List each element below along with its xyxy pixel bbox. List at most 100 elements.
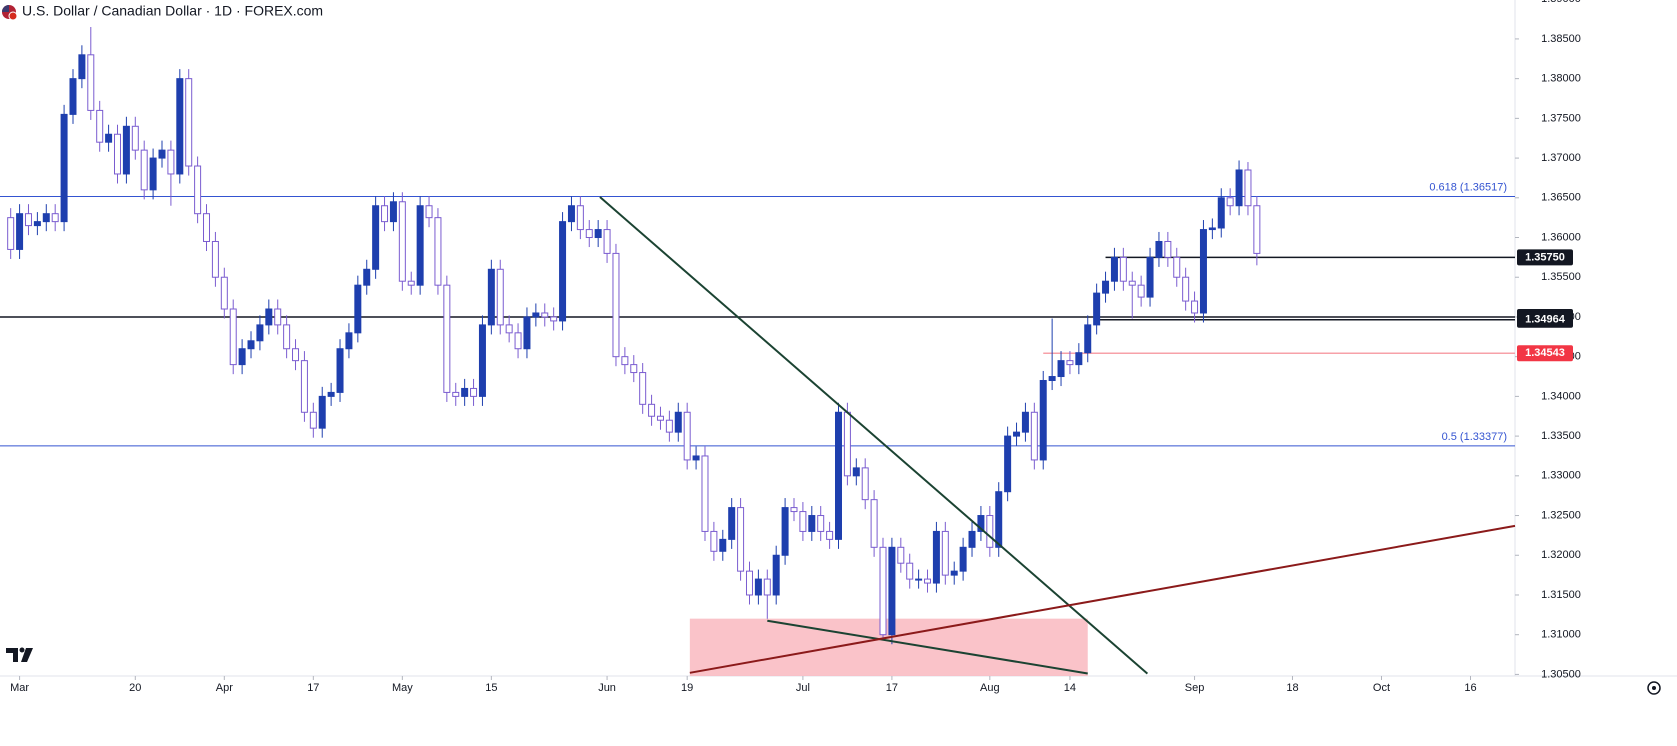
candle-body (1146, 256, 1154, 298)
trendline (599, 196, 1149, 675)
candle-body (372, 205, 380, 270)
candle-body (567, 205, 575, 223)
candle-body (505, 324, 513, 334)
plot-area: 0.618 (1.36517) 0.5 (1.33377) (0, 27, 1516, 676)
y-tick-label: 1.35500 (1541, 271, 1581, 283)
candle-body (781, 507, 789, 556)
y-tick-label: 1.31000 (1541, 629, 1581, 641)
candle-body (1173, 256, 1181, 278)
candle-body (33, 221, 41, 227)
candle-body (585, 229, 593, 239)
candle-body (1217, 197, 1225, 229)
candle-body (461, 387, 469, 397)
x-tick-label: Jun (598, 682, 616, 694)
candle-body (1093, 292, 1101, 326)
level-tag-label: 1.35750 (1525, 251, 1565, 263)
y-tick-label: 1.32000 (1541, 549, 1581, 561)
level-tag (1517, 249, 1573, 266)
candle-body (327, 391, 335, 397)
candle-body (1048, 376, 1056, 381)
candle-body (701, 455, 709, 532)
candle-body (1155, 240, 1163, 258)
candle-body (1191, 300, 1199, 314)
candle-body (7, 217, 15, 250)
candle-body (799, 511, 807, 532)
candle-body (167, 149, 175, 175)
candle-body (149, 157, 157, 191)
x-tick-label: 19 (681, 682, 693, 694)
level-tag (1517, 311, 1573, 328)
candle-body (354, 284, 362, 334)
candle-body (1208, 227, 1216, 231)
candle-body (105, 133, 113, 143)
candle-body (87, 54, 95, 111)
chart-title: U.S. Dollar / Canadian Dollar · 1D · FOR… (22, 3, 323, 19)
y-tick-label: 1.30500 (1541, 668, 1581, 680)
candle-body (924, 578, 932, 584)
candle-body (603, 229, 611, 254)
candle-body (122, 125, 130, 175)
candle-body (51, 213, 59, 223)
flag-icon (2, 5, 18, 21)
candle-body (309, 411, 317, 429)
candle-body (683, 411, 691, 461)
candle-body (1013, 431, 1021, 437)
candle-body (69, 78, 77, 115)
candle-body (487, 268, 495, 326)
candle-body (808, 515, 816, 532)
candle-body (1137, 284, 1145, 298)
candle-body (737, 507, 745, 572)
candle-body (959, 546, 967, 572)
candle-body (140, 149, 148, 191)
candle-body (381, 205, 389, 223)
x-tick-label: Aug (980, 682, 1000, 694)
y-tick-label: 1.31500 (1541, 589, 1581, 601)
candle-body (648, 403, 656, 417)
candle-body (977, 515, 985, 532)
candle-body (345, 332, 353, 350)
candle-body (835, 411, 843, 540)
candle-body (1253, 205, 1261, 254)
y-tick-label: 1.37500 (1541, 112, 1581, 124)
candle-body (238, 348, 246, 366)
x-tick-label: Oct (1373, 682, 1390, 694)
x-tick-label: 15 (485, 682, 497, 694)
candle-body (674, 411, 682, 433)
candle-body (817, 515, 825, 532)
candle-body (1199, 229, 1207, 314)
tv-logo (6, 647, 33, 662)
candle-body (1128, 280, 1136, 286)
candle-body (612, 252, 620, 358)
candle-body (247, 340, 255, 350)
x-tick-label: Apr (216, 682, 233, 694)
level-tag (1517, 345, 1573, 362)
candle-body (434, 217, 442, 286)
candle-body (229, 308, 237, 366)
candle-body (550, 316, 558, 322)
candle-body (16, 213, 24, 250)
candle-body (1226, 197, 1234, 207)
candle-body (879, 546, 887, 636)
settings-icon[interactable] (1647, 681, 1661, 695)
candle-body (790, 507, 798, 513)
candle-body (407, 280, 415, 286)
candle-body (852, 467, 860, 477)
candle-body (265, 308, 273, 326)
x-tick-label: Mar (10, 682, 29, 694)
trendline (689, 524, 1516, 674)
candle-body (1030, 411, 1038, 461)
candle-body (826, 530, 834, 540)
candle-body (113, 133, 121, 175)
candle-body (745, 570, 753, 596)
candle-body (906, 562, 914, 580)
candle-body (594, 229, 602, 239)
candle-body (1075, 352, 1083, 366)
candle-body (532, 312, 540, 318)
candle-body (158, 149, 166, 159)
candle-body (639, 372, 647, 405)
fib-level-label: 0.5 (1.33377) (1442, 431, 1507, 443)
level-tag-label: 1.34543 (1525, 347, 1565, 359)
x-tick-label: 16 (1464, 682, 1476, 694)
candle-body (42, 213, 50, 223)
